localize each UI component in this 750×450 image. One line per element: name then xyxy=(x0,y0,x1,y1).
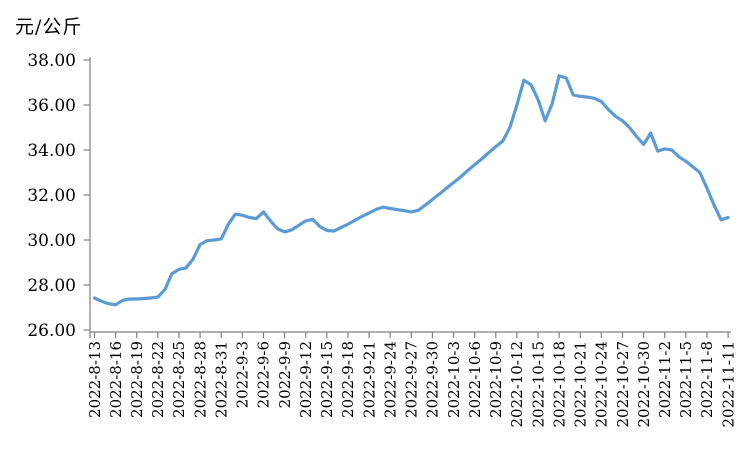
x-tick-label: 2022-8-22 xyxy=(149,341,167,418)
price-line xyxy=(92,74,730,307)
x-tick-label: 2022-9-30 xyxy=(424,341,442,418)
y-tick-label: 28.00 xyxy=(27,276,76,296)
x-tick-label: 2022-9-3 xyxy=(234,341,252,408)
x-tick-label: 2022-8-25 xyxy=(170,341,188,418)
x-tick-label: 2022-10-6 xyxy=(466,341,484,418)
x-tick-label: 2022-11-11 xyxy=(719,341,737,427)
y-tick-label: 34.00 xyxy=(27,141,76,161)
y-tick-label: 26.00 xyxy=(27,321,76,341)
x-tick-label: 2022-8-28 xyxy=(191,341,209,418)
x-tick-label: 2022-8-31 xyxy=(212,341,230,418)
x-tick-label: 2022-9-24 xyxy=(381,341,399,418)
y-tick-label: 32.00 xyxy=(27,186,76,206)
y-tick-label: 36.00 xyxy=(27,96,76,116)
x-tick-label: 2022-9-12 xyxy=(297,341,315,418)
x-tick-label: 2022-10-21 xyxy=(572,341,590,427)
y-tick-label: 38.00 xyxy=(27,51,76,71)
x-tick-label: 2022-9-18 xyxy=(339,341,357,418)
x-tick-label: 2022-9-21 xyxy=(360,341,378,418)
chart-axes xyxy=(89,57,731,333)
x-tick-label: 2022-10-18 xyxy=(550,341,568,427)
x-tick-label: 2022-10-15 xyxy=(529,341,547,427)
x-tick-label: 2022-11-5 xyxy=(677,341,695,418)
x-tick-label: 2022-8-16 xyxy=(107,341,125,418)
x-tick-label: 2022-10-27 xyxy=(614,341,632,427)
x-tick-label: 2022-9-9 xyxy=(276,341,294,408)
x-tick-label: 2022-9-6 xyxy=(255,341,273,408)
x-tick-label: 2022-11-2 xyxy=(656,341,674,418)
x-tick-label: 2022-11-8 xyxy=(698,341,716,418)
y-axis-unit-label: 元/公斤 xyxy=(15,16,83,38)
y-tick-label: 30.00 xyxy=(27,231,76,251)
x-tick-label: 2022-8-13 xyxy=(86,341,104,418)
x-tick-label: 2022-9-15 xyxy=(318,341,336,418)
x-tick-label: 2022-10-12 xyxy=(508,341,526,427)
x-tick-label: 2022-10-30 xyxy=(635,341,653,427)
x-tick-label: 2022-9-27 xyxy=(403,341,421,418)
x-tick-label: 2022-10-3 xyxy=(445,341,463,418)
x-tick-label: 2022-10-9 xyxy=(487,341,505,418)
x-tick-label: 2022-10-24 xyxy=(593,341,611,427)
x-tick-label: 2022-8-19 xyxy=(128,341,146,418)
